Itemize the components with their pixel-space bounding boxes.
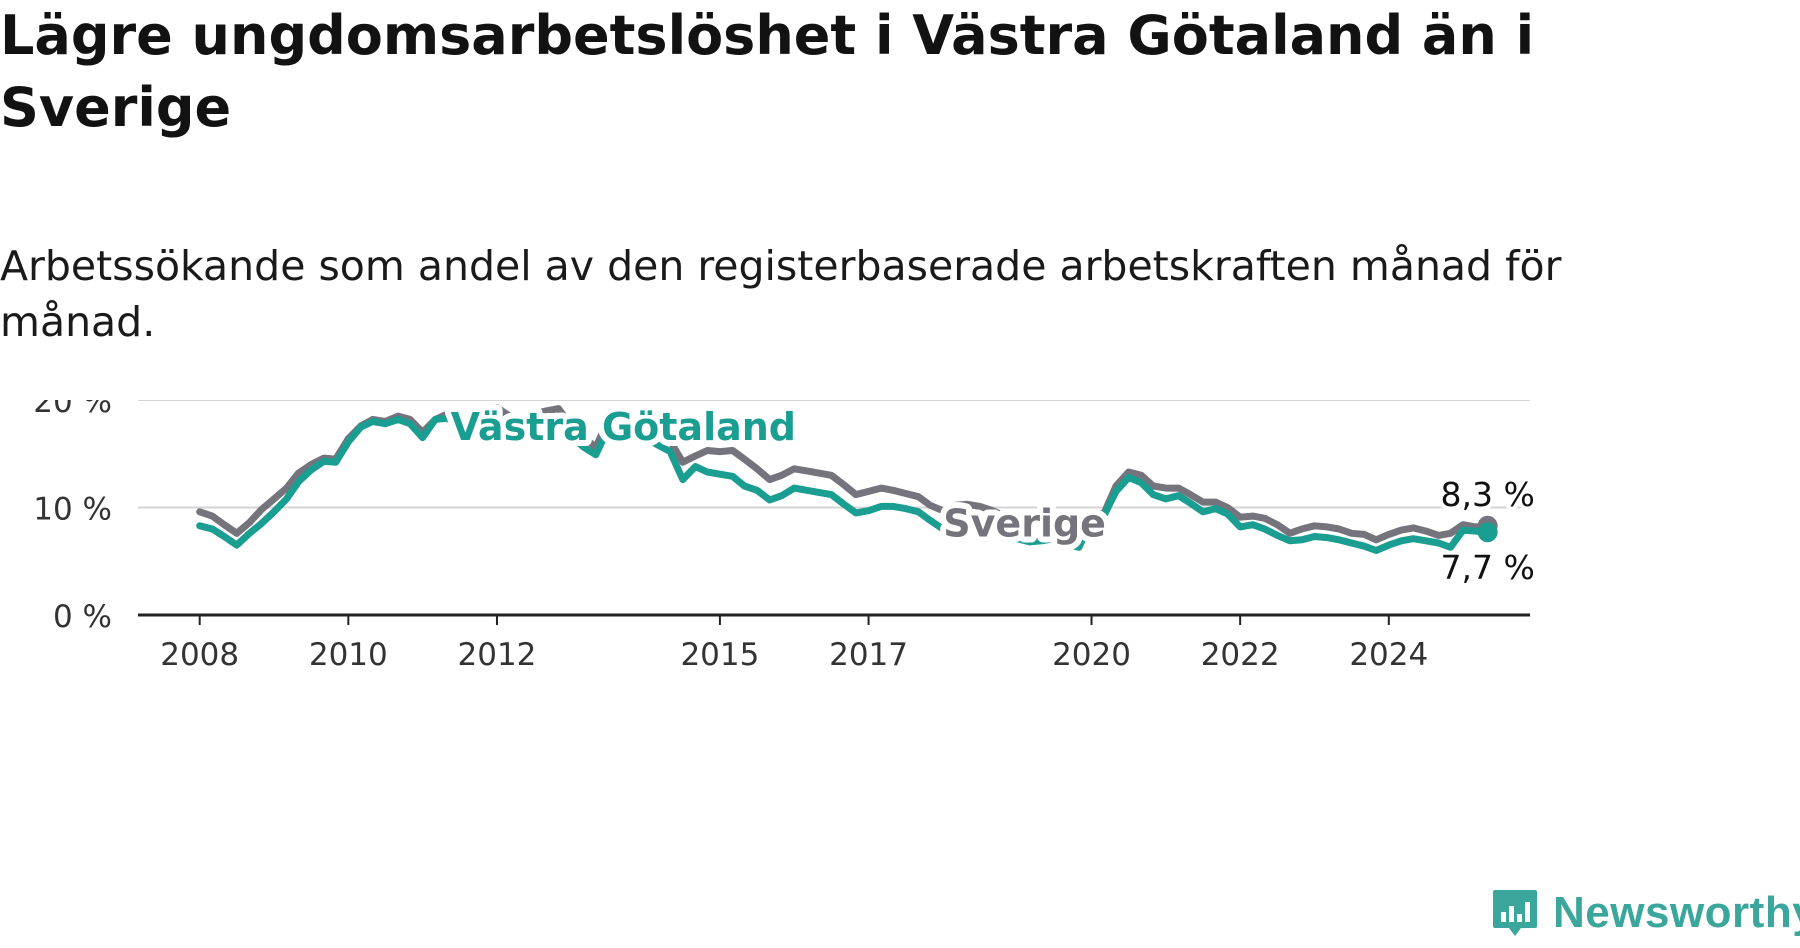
y-tick-label: 20 %: [33, 400, 112, 420]
series-label-sverige: Sverige: [943, 502, 1106, 546]
end-label-vastra-gotaland-halo: 7,7 %: [1440, 548, 1534, 587]
series-label-vastra-gotaland: Västra Götaland: [451, 405, 796, 449]
chart-subtitle: Arbetssökande som andel av den registerb…: [0, 242, 1562, 346]
line-chart: 0 % 10 % 20 % 2008 2010 2012 2015 2017 2020 2022 2…: [33, 400, 1539, 673]
end-point-vastra-gotaland: [1477, 522, 1498, 543]
x-tick-label: 2020: [1052, 637, 1131, 673]
series-label-vastra-gotaland-halo: Västra Götaland: [451, 405, 796, 449]
newsworthy-logo: Newsworthy: [1491, 888, 1800, 938]
end-label-vastra-gotaland: 7,7 %: [1440, 548, 1534, 587]
end-label-sverige: 8,3 %: [1440, 475, 1534, 514]
x-tick-label: 2017: [829, 637, 908, 673]
series-line-sverige: [196, 404, 1492, 544]
chart-title: Lägre ungdomsarbetslöshet i Västra Götal…: [0, 4, 1535, 139]
y-tick-label: 0 %: [53, 599, 112, 635]
y-tick-label: 10 %: [33, 492, 112, 528]
end-label-sverige-halo: 8,3 %: [1440, 475, 1534, 514]
series-label-sverige-halo: Sverige: [943, 502, 1106, 546]
x-tick-label: 2012: [458, 637, 537, 673]
x-tick-label: 2022: [1201, 637, 1280, 673]
newsworthy-wordmark: Newsworthy: [1553, 888, 1800, 937]
x-tick-label: 2008: [160, 637, 239, 673]
series-line-vastra-gotaland: [196, 413, 1492, 554]
newsworthy-logo-icon: [1493, 890, 1537, 936]
x-tick-label: 2024: [1349, 637, 1428, 673]
x-tick-label: 2015: [680, 637, 759, 673]
x-tick-label: 2010: [309, 637, 388, 673]
